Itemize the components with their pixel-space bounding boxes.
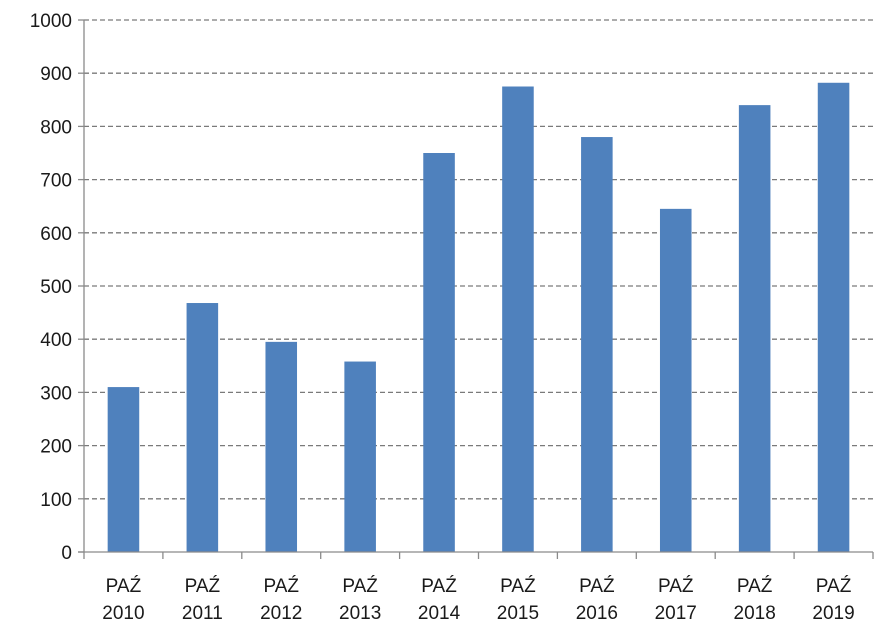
x-tick-label-year: 2014: [418, 603, 461, 623]
y-tick-label: 300: [40, 383, 72, 404]
x-tick-label-year: 2012: [260, 603, 302, 623]
y-tick-label: 900: [40, 64, 72, 85]
x-tick-labels: PAŹ 2010 PAŹ 2011 PAŹ 2012 PAŹ 2013 PAŹ 2014 PAŹ 20…: [102, 576, 854, 623]
bar-PAŹ-2018: [738, 105, 771, 553]
x-tick-label-month: PAŹ: [421, 576, 457, 597]
x-tick-label-year: 2015: [497, 603, 539, 623]
x-tick-label-month: PAŹ: [106, 576, 142, 597]
x-tick-label-year: 2013: [339, 603, 381, 623]
y-tick-label: 800: [40, 117, 72, 138]
bar-PAŹ-2012: [265, 341, 298, 552]
y-tick-label: 400: [40, 330, 72, 351]
x-tick-label-year: 2017: [655, 603, 697, 623]
x-tick-label-year: 2010: [102, 603, 144, 623]
x-tick-label-month: PAŹ: [500, 576, 536, 597]
bar-PAŹ-2014: [423, 153, 455, 552]
x-tick-label-month: PAŹ: [816, 576, 852, 597]
x-tick-label-year: 2016: [576, 603, 618, 623]
bars: [107, 82, 850, 553]
x-tick-label-year: 2018: [734, 603, 776, 623]
bar-PAŹ-2011: [186, 303, 219, 552]
x-tick-label-year: 2019: [812, 603, 854, 623]
y-tick-labels: 0 100 200 300 400 500 600 700 800 900 1000: [30, 11, 72, 564]
y-tick-label: 100: [40, 490, 72, 511]
y-tick-label: 1000: [30, 11, 72, 32]
bar-PAŹ-2019: [817, 82, 850, 552]
y-tick-label: 600: [40, 224, 72, 245]
x-tick-label-month: PAŹ: [658, 576, 694, 597]
x-tick-label-month: PAŹ: [263, 576, 299, 597]
bar-PAŹ-2013: [344, 361, 376, 552]
bar-PAŹ-2010: [107, 387, 140, 552]
axes: [78, 19, 874, 559]
x-tick-label-month: PAŹ: [185, 576, 221, 597]
y-tick-label: 500: [40, 277, 72, 298]
y-tick-label: 0: [61, 543, 72, 564]
bar-PAŹ-2016: [581, 137, 613, 553]
bar-PAŹ-2017: [659, 208, 692, 553]
x-tick-label-month: PAŹ: [579, 576, 615, 597]
y-tick-label: 200: [40, 437, 72, 458]
x-tick-label-month: PAŹ: [737, 576, 773, 597]
x-tick-label-year: 2011: [182, 603, 223, 623]
x-tick-label-month: PAŹ: [342, 576, 378, 597]
bar-PAŹ-2015: [502, 86, 534, 552]
y-tick-label: 700: [40, 171, 72, 192]
